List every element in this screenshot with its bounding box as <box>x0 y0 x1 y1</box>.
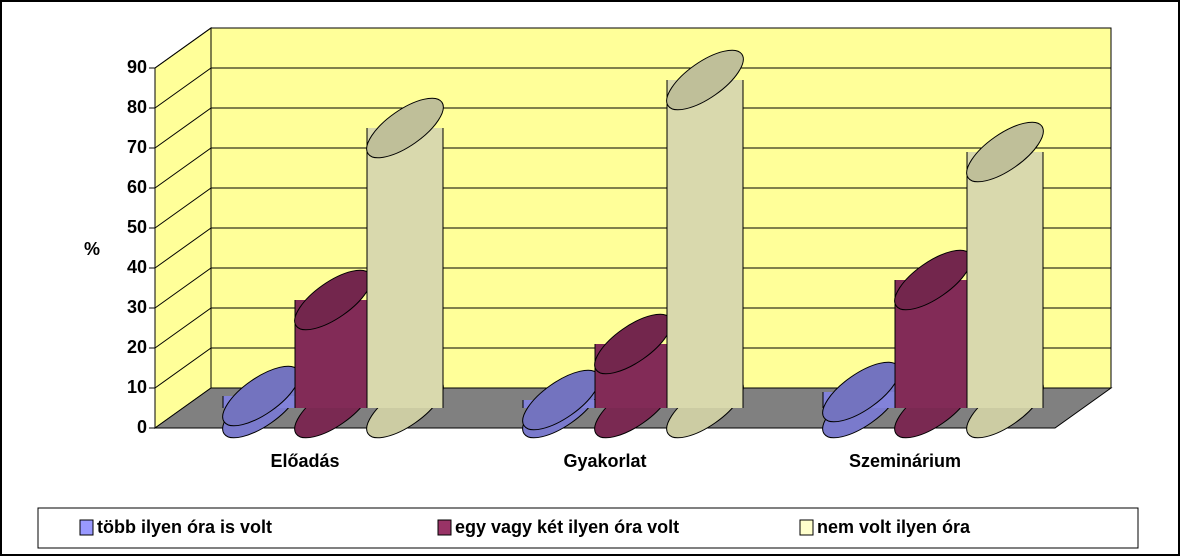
y-tick-label: 40 <box>127 257 147 277</box>
cylinder <box>822 361 900 439</box>
cylinder <box>366 97 444 439</box>
cylinder-top <box>366 97 444 159</box>
cylinder <box>894 249 972 439</box>
grid-line <box>154 27 1111 69</box>
legend-swatch <box>79 519 94 536</box>
y-tick-label: 80 <box>127 97 147 117</box>
y-tick-label: 20 <box>127 337 147 357</box>
y-tick-label: 10 <box>127 377 147 397</box>
x-tick-label: Szeminárium <box>849 451 961 471</box>
grid-line <box>154 67 1111 109</box>
cylinder <box>666 49 744 439</box>
y-tick-label: 70 <box>127 137 147 157</box>
cylinder <box>594 313 672 439</box>
grid-line <box>154 307 1111 349</box>
legend-swatch <box>437 519 452 536</box>
legend-swatch <box>799 519 814 536</box>
cylinder-top <box>966 121 1044 183</box>
y-axis-title: % <box>84 239 100 259</box>
legend-box <box>37 507 1139 549</box>
cylinder-body <box>367 128 443 408</box>
y-tick-label: 60 <box>127 177 147 197</box>
legend-label: nem volt ilyen óra <box>817 517 971 537</box>
grid-line <box>154 107 1111 149</box>
grid-line <box>154 147 1111 189</box>
y-tick-label: 30 <box>127 297 147 317</box>
grid-line <box>154 187 1111 229</box>
cylinder <box>294 269 372 439</box>
x-tick-label: Gyakorlat <box>563 451 646 471</box>
y-tick-label: 90 <box>127 57 147 77</box>
y-tick-label: 0 <box>137 417 147 437</box>
cylinder-body <box>667 80 743 408</box>
cylinder-top <box>666 49 744 111</box>
y-tick-label: 50 <box>127 217 147 237</box>
cylinder <box>966 121 1044 439</box>
x-tick-label: Előadás <box>270 451 339 471</box>
legend-label: egy vagy két ilyen óra volt <box>455 517 679 537</box>
grid-line <box>154 267 1111 309</box>
legend-label: több ilyen óra is volt <box>97 517 272 537</box>
cylinder-body <box>967 152 1043 408</box>
grid-line <box>154 347 1111 389</box>
grid-line <box>154 227 1111 269</box>
